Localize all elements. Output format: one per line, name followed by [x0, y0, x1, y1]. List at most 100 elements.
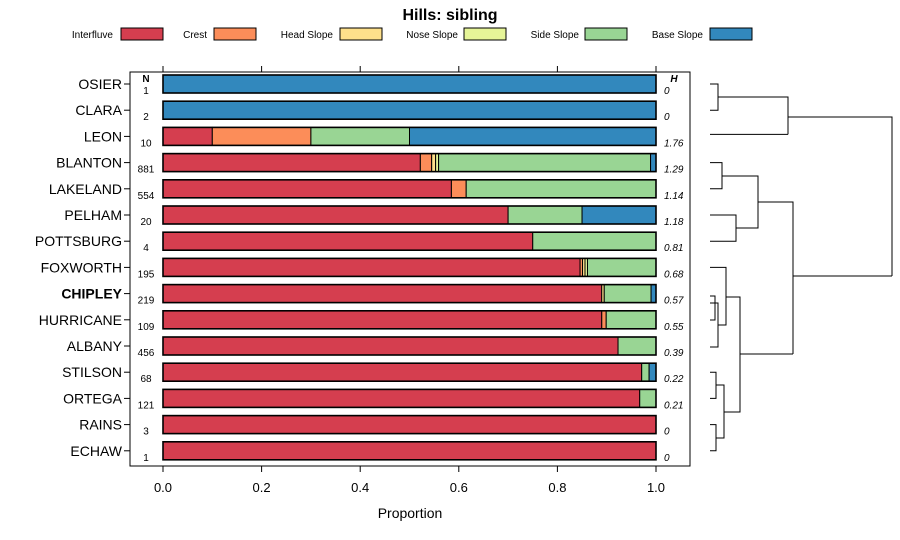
bar-outline-hurricane: [162, 309, 657, 330]
dendrogram-branch: [718, 96, 789, 135]
n-value-clara: 2: [143, 112, 149, 123]
category-label-albany: ALBANY: [67, 338, 123, 354]
h-value-foxworth: 0.68: [664, 269, 684, 280]
x-tick-label: 0.2: [253, 480, 271, 495]
category-label-stilson: STILSON: [62, 364, 122, 380]
h-value-stilson: 0.22: [664, 374, 684, 385]
legend-swatch-interfluve: [120, 27, 164, 41]
bar-outline-lakeland: [162, 179, 657, 199]
dendrogram-branch: [710, 214, 737, 242]
bar-segment-blanton-interfluve: [162, 153, 421, 173]
n-value-rains: 3: [143, 427, 149, 438]
bar-segment-clara-base-slope: [162, 100, 657, 120]
dendrogram-branch: [710, 371, 717, 399]
bar-segment-echaw-interfluve: [162, 441, 657, 461]
bar-segment-albany-interfluve: [162, 336, 619, 356]
bar-segment-osier-base-slope: [162, 74, 657, 94]
n-value-pelham: 20: [140, 217, 152, 228]
category-label-hurricane: HURRICANE: [39, 312, 122, 328]
x-tick-label: 1.0: [647, 480, 665, 495]
bar-segment-foxworth-side-slope: [586, 257, 657, 277]
category-label-clara: CLARA: [75, 102, 122, 118]
bar-segment-chipley-interfluve: [162, 284, 603, 304]
h-value-osier: 0: [664, 86, 670, 97]
legend-label-nose-slope: Nose Slope: [406, 30, 458, 41]
legend-swatch-crest: [213, 27, 257, 41]
plot-panel: [129, 71, 691, 467]
bar-segment-rains-interfluve: [162, 415, 657, 435]
bar-segment-leon-base-slope: [409, 126, 657, 146]
dendrogram-branch: [710, 162, 723, 190]
category-label-chipley: CHIPLEY: [61, 286, 122, 302]
n-value-echaw: 1: [143, 453, 149, 464]
bar-segment-pelham-base-slope: [581, 205, 657, 225]
h-value-blanton: 1.29: [664, 165, 684, 176]
h-column-header: H: [670, 74, 678, 85]
bar-segment-lakeland-interfluve: [162, 179, 452, 199]
bar-outline-pottsburg: [162, 231, 657, 251]
h-value-lakeland: 1.14: [664, 191, 684, 202]
n-value-blanton: 881: [138, 165, 155, 176]
bar-segment-pottsburg-interfluve: [162, 231, 534, 251]
bar-segment-pottsburg-side-slope: [532, 231, 657, 251]
n-value-hurricane: 109: [138, 322, 155, 333]
dendrogram-branch: [710, 424, 717, 452]
n-column-header: N: [142, 74, 149, 85]
n-value-osier: 1: [143, 86, 149, 97]
dendrogram-branch: [758, 201, 794, 354]
bar-segment-blanton-base-slope: [650, 153, 657, 173]
dendrogram-branch: [710, 266, 727, 326]
bar-outline-clara: [162, 100, 657, 120]
bar-outline-echaw: [162, 440, 657, 461]
category-label-lakeland: LAKELAND: [49, 181, 122, 197]
chart-title: Hills: sibling: [402, 7, 497, 24]
bar-segment-leon-crest: [211, 126, 312, 146]
bar-outline-albany: [162, 336, 657, 356]
bar-outline-blanton: [162, 152, 657, 173]
bar-segment-hurricane-interfluve: [162, 310, 603, 330]
legend-label-base-slope: Base Slope: [652, 30, 704, 41]
legend-label-interfluve: Interfluve: [72, 30, 114, 41]
bar-outline-chipley: [162, 283, 657, 304]
n-value-lakeland: 554: [138, 191, 155, 202]
dendrogram-branch: [710, 295, 716, 321]
legend-swatch-side-slope: [584, 27, 628, 41]
bar-outline-ortega: [162, 388, 657, 409]
n-value-leon: 10: [140, 138, 152, 149]
n-value-albany: 456: [138, 348, 155, 359]
bar-segment-pelham-interfluve: [162, 205, 509, 225]
category-label-echaw: ECHAW: [70, 443, 122, 459]
legend-label-head-slope: Head Slope: [281, 30, 334, 41]
bar-outline-leon: [162, 126, 657, 147]
bar-segment-stilson-base-slope: [648, 362, 657, 382]
x-tick-label: 0.6: [450, 480, 468, 495]
h-value-pottsburg: 0.81: [664, 243, 683, 254]
dendrogram-branch: [710, 83, 719, 111]
x-tick-label: 0.8: [548, 480, 566, 495]
bar-segment-chipley-side-slope: [603, 284, 652, 304]
bar-segment-leon-side-slope: [310, 126, 410, 146]
bar-outline-stilson: [162, 362, 657, 383]
legend-swatch-nose-slope: [463, 27, 507, 41]
category-label-foxworth: FOXWORTH: [41, 259, 122, 275]
legend-label-crest: Crest: [183, 30, 207, 41]
bar-segment-stilson-interfluve: [162, 362, 643, 382]
bar-segment-blanton-head-slope: [431, 153, 437, 173]
h-value-echaw: 0: [664, 453, 670, 464]
bar-segment-ortega-side-slope: [639, 388, 657, 408]
n-value-foxworth: 195: [138, 269, 155, 280]
n-value-chipley: 219: [138, 296, 155, 307]
bar-segment-pelham-side-slope: [507, 205, 583, 225]
bar-outline-foxworth: [162, 257, 657, 278]
bar-outline-rains: [162, 414, 657, 435]
h-value-chipley: 0.57: [664, 296, 684, 307]
h-value-hurricane: 0.55: [664, 322, 684, 333]
legend-swatch-base-slope: [709, 27, 753, 41]
h-value-clara: 0: [664, 112, 670, 123]
dendrogram-branch: [710, 302, 719, 348]
legend-swatch-head-slope: [339, 27, 383, 41]
bar-segment-albany-side-slope: [617, 336, 657, 356]
bar-segment-foxworth-interfluve: [162, 257, 581, 277]
